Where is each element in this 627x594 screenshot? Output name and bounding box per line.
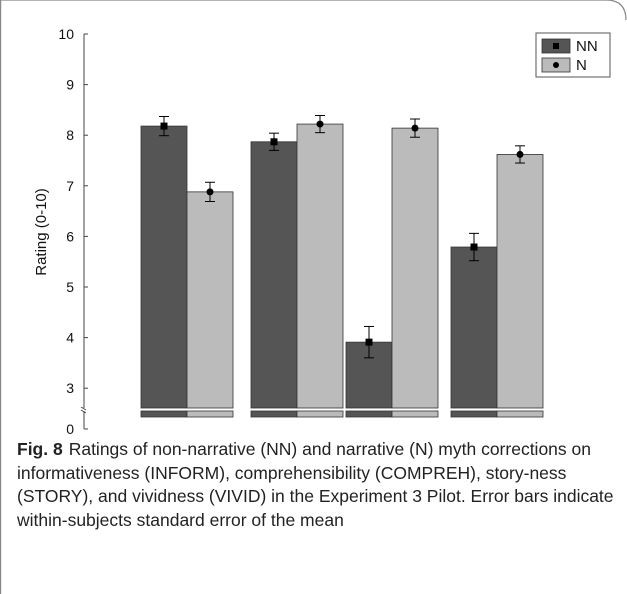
- y-tick-label: 9: [66, 77, 74, 93]
- data-point-marker: [365, 338, 373, 346]
- data-point-marker: [206, 188, 214, 196]
- axis-break-mark: [80, 406, 87, 414]
- bar-nn-vivid: [450, 246, 498, 418]
- figure-caption: Fig. 8 Ratings of non-narrative (NN) and …: [17, 438, 615, 532]
- figure-caption-text: Ratings of non-narrative (NN) and narrat…: [17, 439, 614, 530]
- error-bar-n-compreh: [315, 114, 325, 134]
- x-tick-label-inform: INFORM: [159, 438, 214, 440]
- bar-n-story: [391, 127, 439, 418]
- data-point-marker: [411, 124, 419, 132]
- error-bar-n-story: [410, 118, 420, 138]
- data-point-marker: [160, 122, 168, 130]
- data-point-marker: [470, 243, 478, 251]
- y-tick-label: 10: [58, 26, 74, 42]
- error-bar-nn-vivid: [469, 232, 479, 262]
- y-tick-label: 6: [66, 228, 74, 244]
- y-tick-label: 4: [66, 330, 74, 346]
- error-bar-nn-story: [364, 325, 374, 359]
- x-tick-label-vivid: VIVID: [479, 438, 516, 440]
- error-bars: [159, 114, 525, 359]
- error-bar-n-vivid: [515, 145, 525, 164]
- y-tick-label: 7: [66, 178, 74, 194]
- bars: [140, 123, 544, 418]
- figure-label: Fig. 8: [17, 439, 63, 459]
- bar-n-inform: [186, 191, 234, 418]
- legend-label: N: [576, 57, 587, 74]
- error-bar-nn-inform: [159, 115, 169, 137]
- error-bar-nn-compreh: [269, 132, 279, 151]
- x-tick-label-compreh: COMPREH: [261, 438, 333, 440]
- axes: [80, 34, 87, 429]
- legend-label: NN: [576, 38, 598, 55]
- y-tick-label: 5: [66, 279, 74, 295]
- y-tick-label: 0: [66, 421, 74, 437]
- legend-item-nn: NN: [541, 38, 598, 55]
- y-tick-labels: 10 9 8 7 6 5 4 3 0: [58, 26, 88, 437]
- error-bar-n-inform: [205, 181, 215, 202]
- bar-n-compreh: [296, 123, 344, 418]
- bar-nn-inform: [140, 125, 188, 418]
- y-axis-label: Rating (0-10): [33, 188, 50, 276]
- legend-item-n: N: [541, 57, 587, 74]
- data-point-marker: [316, 120, 324, 128]
- x-tick-label-story: STORY: [368, 438, 416, 440]
- bar-n-vivid: [496, 154, 544, 418]
- y-tick-label: 3: [66, 380, 74, 396]
- y-tick-label: 8: [66, 127, 74, 143]
- x-tick-labels: INFORM COMPREH STORY VIVID: [159, 438, 515, 440]
- data-point-marker: [270, 138, 278, 146]
- legend: NNN: [535, 32, 611, 78]
- bar-chart: Rating (0-10) 10 9 8 7 6 5 4 3 0 INFORM COMPREH ST…: [33, 26, 611, 440]
- data-point-marker: [516, 150, 524, 158]
- bar-nn-compreh: [250, 141, 298, 418]
